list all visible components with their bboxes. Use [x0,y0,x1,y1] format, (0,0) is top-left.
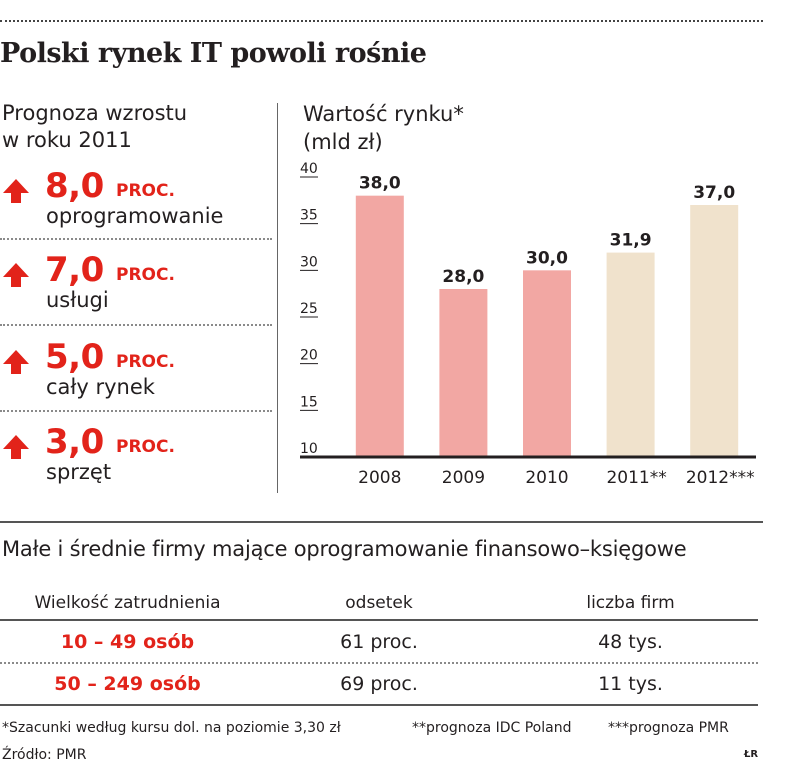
row-company-count: 11 tys. [598,673,663,695]
section-rule [0,521,763,523]
bar [439,289,488,457]
footnote-exchange-rate: *Szacunki według kursu dol. na poziomie … [2,720,341,736]
bar-value-label: 38,0 [359,174,401,194]
table-header-rule [0,619,758,621]
row-company-count: 48 tys. [598,631,663,653]
row-share: 69 proc. [340,673,418,695]
growth-label: sprzęt [46,460,112,484]
table-row-divider [0,662,758,664]
header-employment-size: Wielkość zatrudnienia [34,593,221,613]
row-employment-size: 10 – 49 osób [60,631,195,653]
row-employment-size: 50 – 249 osób [54,673,201,695]
y-tick-label: 20 [300,348,318,364]
growth-item-market: 5,0 PROC. cały rynek [0,337,272,427]
chart-unit: (mld zł) [303,130,383,154]
chart-heading: Wartość rynku* (mld zł) [303,100,464,156]
bar [523,270,571,457]
growth-unit: PROC. [116,437,175,457]
bar [606,252,655,457]
bar-value-label: 30,0 [526,248,568,268]
growth-value: 8,0 [45,166,104,206]
chart-title: Wartość rynku* [303,102,464,126]
x-tick-label: 2010 [525,468,568,488]
y-tick-label: 15 [300,394,318,410]
growth-item-hardware: 3,0 PROC. sprzęt [0,422,272,512]
table-row: 50 – 249 osób 69 proc. 11 tys. [0,665,758,704]
arrow-up-icon [3,263,29,287]
growth-item-services: 7,0 PROC. usługi [0,250,272,340]
infographic-title: Polski rynek IT powoli rośnie [0,38,427,69]
arrow-up-icon [3,435,29,459]
footnote-pmr: ***prognoza PMR [608,720,729,736]
arrow-up-icon [3,350,29,374]
growth-unit: PROC. [116,181,175,201]
source-note: Źródło: PMR [2,747,87,763]
growth-value: 7,0 [45,250,104,290]
growth-value: 5,0 [45,337,104,377]
growth-label: oprogramowanie [46,204,224,228]
growth-heading-line1: Prognoza wzrostu [2,101,188,125]
x-tick-label: 2009 [442,468,485,488]
table-header-row: Wielkość zatrudnienia odsetek liczba fir… [0,584,758,623]
arrow-up-icon [3,179,29,203]
bar-value-label: 37,0 [693,183,735,203]
footnote-idc: **prognoza IDC Poland [412,720,572,736]
growth-unit: PROC. [116,352,175,372]
table-title: Małe i średnie firmy mające oprogramowan… [2,537,687,561]
header-share: odsetek [345,593,413,613]
growth-value: 3,0 [45,422,104,462]
growth-heading-line2: w roku 2011 [2,128,132,152]
growth-label: usługi [46,288,109,312]
table-row: 10 – 49 osób 61 proc. 48 tys. [0,623,758,662]
bar-chart: 10 15 20 25 30 35 40 38,0 2008 28,0 2009 30,0 2010 31… [300,161,756,488]
growth-item-software: 8,0 PROC. oprogramowanie [0,166,272,256]
growth-label: cały rynek [46,375,155,399]
bar [690,205,739,457]
y-tick-label: 35 [300,208,318,224]
x-tick-label: 2008 [358,468,401,488]
divider [0,238,272,240]
y-tick-label: 40 [300,161,318,177]
column-divider [277,103,278,493]
y-tick-label: 25 [300,301,318,317]
header-company-count: liczba firm [586,593,675,613]
table-bottom-rule [0,704,758,706]
bar [355,195,404,457]
divider [0,410,272,412]
top-rule [0,20,763,22]
divider [0,324,272,326]
author-initials: ŁR [744,749,759,760]
row-share: 61 proc. [340,631,418,653]
growth-heading: Prognoza wzrostu w roku 2011 [2,100,187,154]
y-tick-label: 30 [300,254,318,270]
bar-value-label: 31,9 [610,231,652,251]
bar-value-label: 28,0 [442,267,484,287]
x-tick-label: 2011** [606,468,666,488]
x-tick-label: 2012*** [686,468,755,488]
sme-table: Wielkość zatrudnienia odsetek liczba fir… [0,584,758,704]
y-tick-label: 10 [300,441,318,457]
growth-unit: PROC. [116,265,175,285]
